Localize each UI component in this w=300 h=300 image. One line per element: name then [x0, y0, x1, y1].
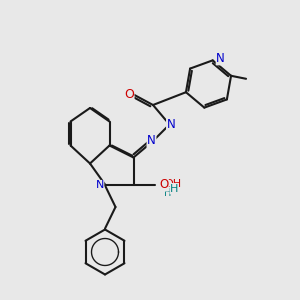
Text: OH: OH — [164, 179, 181, 189]
Text: N: N — [147, 134, 156, 148]
Text: O: O — [124, 88, 134, 101]
Text: N: N — [95, 181, 104, 190]
Text: O: O — [159, 178, 168, 191]
Text: N: N — [216, 52, 225, 65]
Text: N: N — [167, 118, 176, 131]
Text: H: H — [164, 188, 172, 197]
Text: H: H — [170, 184, 178, 194]
